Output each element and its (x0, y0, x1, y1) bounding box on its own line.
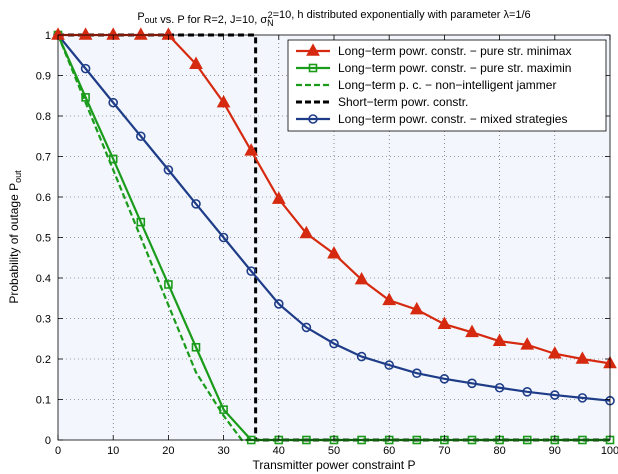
data-point-circle (384, 360, 395, 370)
data-point-square (219, 405, 228, 414)
data-point-triangle (437, 316, 452, 329)
x-tick-label: 40 (273, 445, 285, 457)
data-point-circle (301, 322, 312, 333)
data-point-circle (494, 382, 505, 393)
data-point-square (136, 217, 146, 227)
data-point-triangle (78, 27, 93, 40)
data-point-circle (191, 199, 201, 209)
data-point-circle (246, 266, 256, 276)
data-point-circle (108, 97, 118, 108)
legend-label: Short−term powr. constr. (338, 95, 468, 109)
data-point-square (108, 154, 118, 164)
data-point-circle (549, 390, 560, 400)
y-tick-label: 0.2 (36, 354, 51, 366)
legend-label: Long−term p. c. − non−intelligent jammer (338, 78, 556, 92)
data-point-circle (136, 131, 146, 142)
data-point-circle (163, 165, 174, 175)
legend-entry: Long−term powr. constr. − pure str. maxi… (296, 61, 571, 75)
data-point-square (308, 63, 318, 73)
data-point-circle (80, 63, 91, 74)
legend-entry: Long−term powr. constr. − mixed strategi… (296, 112, 567, 126)
data-point-triangle (327, 246, 341, 259)
y-tick-label: 0.7 (36, 152, 51, 164)
text-part: =10, h distributed exponentially with pa… (273, 9, 531, 21)
series-group (58, 33, 610, 442)
legend: Long−term powr. constr. − pure str. mini… (287, 39, 607, 132)
text-part: N (267, 18, 274, 28)
text-part: out (13, 170, 23, 183)
series-line (57, 34, 611, 402)
data-point-triangle (382, 292, 397, 306)
y-tick-label: 0.1 (36, 395, 51, 407)
data-point-triangle (271, 191, 286, 204)
data-point-triangle (306, 43, 320, 56)
series-line (58, 33, 610, 442)
legend-box (287, 39, 607, 132)
data-point-triangle (465, 324, 479, 338)
y-tick-label: 0.8 (36, 111, 51, 123)
x-tick-label: 0 (55, 445, 61, 457)
data-point-circle (522, 387, 533, 397)
text-part: P (137, 11, 144, 23)
text-part: Probability of outage P (7, 183, 21, 304)
y-tick-label: 0 (45, 435, 51, 447)
y-axis-title: Probability of outage Pout (7, 170, 23, 304)
legend-entry: Short−term powr. constr. (296, 95, 468, 109)
data-point-square (81, 93, 90, 102)
data-point-triangle (189, 56, 203, 69)
data-point-circle (439, 374, 450, 384)
text-part: out (145, 15, 158, 25)
data-point-triangle (244, 143, 259, 156)
data-point-circle (329, 338, 339, 349)
y-tick-label: 0.3 (36, 314, 51, 326)
data-point-circle (308, 114, 318, 124)
y-tick-label: 1 (45, 30, 51, 42)
data-point-circle (577, 393, 588, 403)
x-tick-label: 20 (162, 445, 174, 457)
x-tick-label: 100 (601, 445, 618, 457)
data-point-circle (411, 368, 422, 378)
x-tick-label: 90 (549, 445, 561, 457)
data-point-triangle (133, 27, 148, 40)
x-axis-title: Transmitter power constraint P (253, 458, 416, 472)
data-point-triangle (216, 94, 231, 108)
x-tick-label: 10 (107, 445, 119, 457)
legend-label: Long−term powr. constr. − pure str. mini… (338, 44, 571, 58)
data-point-triangle (354, 271, 369, 285)
x-tick-label: 70 (438, 445, 450, 457)
x-tick-label: 80 (493, 445, 505, 457)
data-point-circle (273, 299, 284, 309)
legend-entry: Long−term p. c. − non−intelligent jammer (296, 78, 556, 92)
data-point-circle (467, 378, 477, 389)
chart-title: Pout vs. P for R=2, J=10, σN2=10, h dist… (137, 9, 530, 28)
legend-label: Long−term powr. constr. − pure str. maxi… (338, 61, 571, 75)
y-tick-label: 0.9 (36, 71, 51, 83)
axis-ticks: 0 10 20 30 40 50 60 70 80 90 100 0 0.1 0.2 0.3 0.4 0.5 0.… (36, 30, 618, 457)
grid-lines (58, 35, 610, 440)
legend-label: Long−term powr. constr. − mixed strategi… (338, 112, 567, 126)
legend-entry: Long−term powr. constr. − pure str. mini… (296, 43, 571, 58)
data-point-triangle (299, 225, 314, 239)
data-point-triangle (547, 346, 562, 359)
data-point-square (191, 342, 201, 352)
y-tick-label: 0.6 (36, 192, 51, 204)
y-tick-label: 0.5 (36, 233, 51, 245)
x-tick-label: 60 (383, 445, 395, 457)
data-point-triangle (575, 351, 590, 364)
data-point-circle (218, 232, 229, 243)
data-point-circle (356, 351, 367, 362)
data-point-triangle (492, 333, 507, 346)
data-point-triangle (520, 337, 535, 350)
x-tick-label: 50 (328, 445, 340, 457)
data-point-square (164, 280, 173, 289)
x-tick-label: 30 (217, 445, 229, 457)
text-part: 2 (268, 10, 273, 20)
data-point-triangle (409, 301, 424, 315)
y-tick-label: 0.4 (36, 273, 51, 285)
text-part: vs. P for R=2, J=10, σ (157, 14, 267, 26)
